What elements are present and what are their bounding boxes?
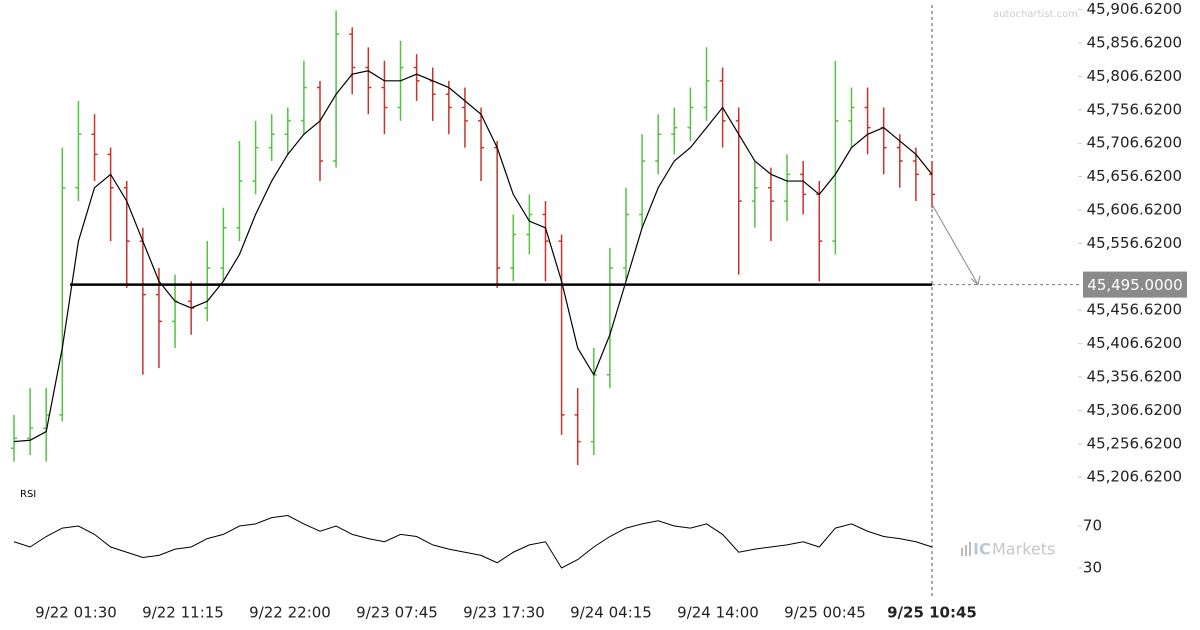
ohlc-bar	[300, 60, 307, 135]
support-label: 45,495.0000	[1087, 276, 1182, 294]
y-tick-label: 45,406.6200	[1087, 334, 1182, 352]
y-tick-label: 45,656.6200	[1087, 167, 1182, 185]
ohlc-bar	[574, 388, 581, 465]
ohlc-bar	[204, 241, 211, 322]
rsi-line	[13, 514, 933, 569]
y-tick-label: 45,606.6200	[1087, 201, 1182, 219]
ohlc-bar	[107, 147, 114, 242]
ohlc-bar	[639, 134, 646, 228]
ohlc-bar	[268, 114, 275, 161]
ohlc-bar	[542, 201, 549, 282]
x-tick-label: 9/23 17:30	[463, 604, 545, 622]
x-tick-label: 9/25 00:45	[784, 604, 866, 622]
brand-ic: IC	[973, 540, 991, 559]
ohlc-bar	[43, 388, 50, 462]
rsi-title: RSI	[20, 489, 36, 500]
ohlc-bar	[510, 214, 517, 282]
ohlc-bar	[333, 10, 340, 168]
ohlc-bar	[606, 247, 613, 389]
ohlc-bar	[381, 60, 388, 135]
ohlc-bar	[349, 27, 356, 95]
y-tick-label: 45,306.6200	[1087, 401, 1182, 419]
watermark: autochartist.com	[993, 9, 1078, 20]
ohlc-bar	[445, 80, 452, 135]
ohlc-bar	[252, 120, 259, 195]
ohlc-bar	[896, 134, 903, 188]
ohlc-bar	[75, 100, 82, 202]
ohlc-bar	[478, 107, 485, 182]
x-tick-label: 9/24 04:15	[570, 604, 652, 622]
ohlc-bar	[11, 414, 17, 462]
ohlc-bar	[751, 160, 758, 228]
ohlc-bar	[91, 114, 98, 182]
x-tick-label: 9/22 11:15	[142, 604, 224, 622]
logo-bar	[969, 542, 971, 556]
x-tick-label: 9/23 07:45	[356, 604, 438, 622]
ohlc-bar	[848, 87, 855, 148]
ohlc-bar	[526, 194, 533, 255]
y-tick-label: 45,756.6200	[1087, 100, 1182, 118]
ohlc-bar	[767, 167, 774, 242]
ohlc-bar	[864, 87, 871, 155]
support-label-box	[1083, 271, 1187, 298]
y-tick-label: 45,806.6200	[1087, 67, 1182, 85]
y-tick-label: 45,256.6200	[1087, 434, 1182, 452]
x-tick-label: 9/22 22:00	[249, 604, 331, 622]
ohlc-bar	[800, 160, 807, 215]
y-tick-label: 30	[1083, 559, 1102, 577]
logo-bar	[961, 548, 963, 556]
ohlc-bar	[27, 388, 34, 455]
ohlc-bar	[123, 181, 130, 288]
ohlc-bar	[317, 80, 323, 182]
y-tick-label: 45,706.6200	[1087, 134, 1182, 152]
y-tick-label: 70	[1083, 517, 1102, 535]
moving-average	[13, 70, 933, 443]
ohlc-bar	[655, 114, 662, 175]
y-tick-label: 45,206.6200	[1087, 468, 1182, 486]
ohlc-bar	[461, 87, 468, 148]
x-tick-label: 9/24 14:00	[677, 604, 759, 622]
ohlc-bar	[671, 107, 678, 155]
ohlc-bar	[220, 207, 227, 282]
brand-markets: Markets	[992, 540, 1055, 559]
forecast-arrow	[931, 204, 979, 285]
x-tick-label: 9/22 01:30	[35, 604, 117, 622]
ohlc-bar	[59, 147, 66, 422]
ohlc-bar	[912, 147, 919, 202]
ohlc-bar	[558, 234, 565, 435]
brand-logo: IC Markets	[961, 540, 1055, 559]
y-tick-label: 45,906.6200	[1087, 0, 1182, 18]
x-tick-label: 9/25 10:45	[887, 604, 977, 622]
y-tick-label: 45,456.6200	[1087, 301, 1182, 319]
ohlc-bar	[413, 54, 420, 101]
arrow-head	[970, 275, 981, 286]
y-tick-label: 45,356.6200	[1087, 368, 1182, 386]
ohlc-bar	[784, 154, 791, 222]
ohlc-bar	[365, 47, 372, 115]
y-tick-label: 45,856.6200	[1087, 34, 1182, 52]
ohlc-bar	[687, 87, 694, 141]
ohlc-bar	[703, 47, 710, 121]
logo-bar	[965, 545, 967, 556]
ohlc-bar	[284, 107, 291, 155]
ohlc-bar	[623, 187, 629, 282]
ohlc-bar	[832, 60, 839, 255]
y-tick-label: 45,556.6200	[1087, 234, 1182, 252]
ohlc-bar	[236, 140, 243, 242]
